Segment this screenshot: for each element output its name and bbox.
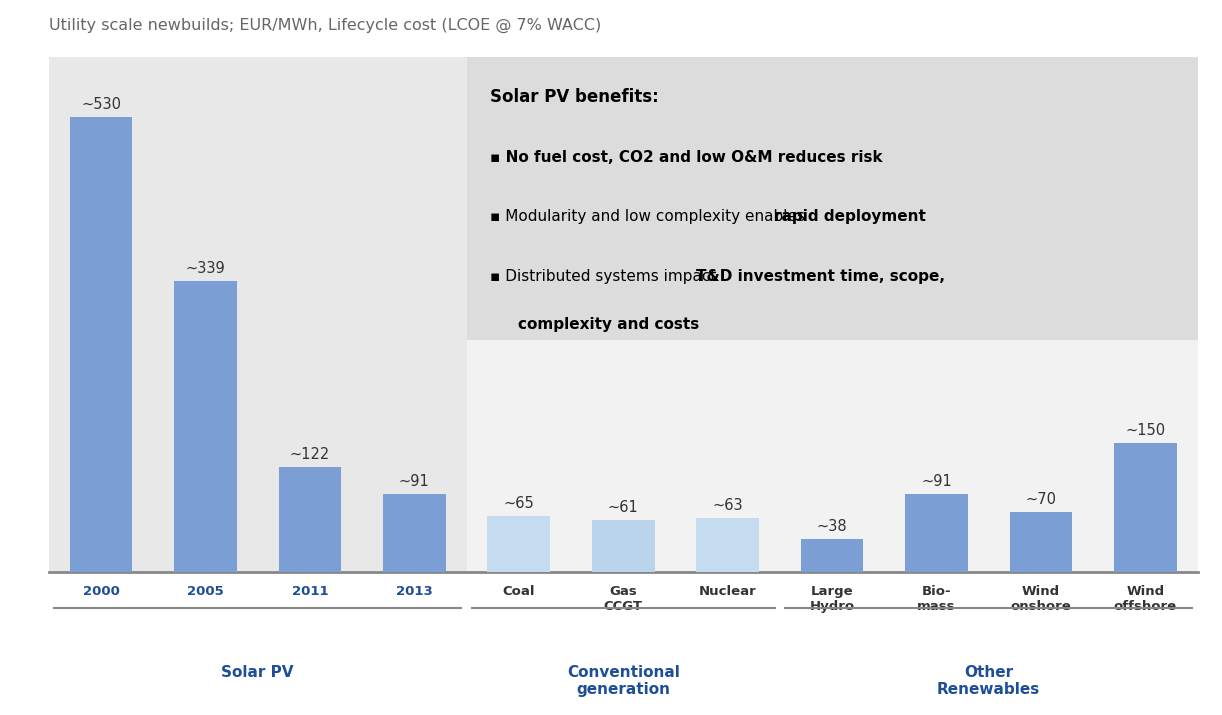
Text: ~91: ~91 bbox=[921, 474, 952, 489]
Text: Solar PV: Solar PV bbox=[221, 665, 295, 680]
Text: ▪ No fuel cost, CO2 and low O&M reduces risk: ▪ No fuel cost, CO2 and low O&M reduces … bbox=[490, 150, 882, 165]
Bar bbox=[697, 518, 759, 572]
Text: Other
Renewables: Other Renewables bbox=[937, 665, 1040, 697]
Bar bbox=[382, 494, 446, 572]
Text: ~65: ~65 bbox=[503, 496, 534, 511]
Text: ▪ Modularity and low complexity enables: ▪ Modularity and low complexity enables bbox=[490, 209, 809, 225]
Text: ~339: ~339 bbox=[186, 261, 225, 276]
Bar bbox=[800, 539, 864, 572]
Text: ~38: ~38 bbox=[816, 519, 847, 534]
Text: Utility scale newbuilds; EUR/MWh, Lifecycle cost (LCOE @ 7% WACC): Utility scale newbuilds; EUR/MWh, Lifecy… bbox=[49, 18, 601, 33]
Text: Solar PV benefits:: Solar PV benefits: bbox=[490, 88, 659, 106]
Bar bbox=[70, 117, 132, 572]
Text: ▪ Distributed systems impact: ▪ Distributed systems impact bbox=[490, 269, 721, 284]
Text: ~61: ~61 bbox=[607, 500, 639, 515]
Text: ~530: ~530 bbox=[81, 97, 121, 112]
Text: complexity and costs: complexity and costs bbox=[518, 317, 699, 332]
Bar bbox=[591, 520, 655, 572]
Text: T&D investment time, scope,: T&D investment time, scope, bbox=[697, 269, 945, 284]
Text: Conventional
generation: Conventional generation bbox=[567, 665, 679, 697]
Text: ~91: ~91 bbox=[400, 474, 430, 489]
Text: rapid deployment: rapid deployment bbox=[775, 209, 926, 225]
Text: ~122: ~122 bbox=[290, 447, 330, 462]
Text: ~150: ~150 bbox=[1125, 423, 1166, 438]
Bar bbox=[467, 57, 1198, 340]
Bar bbox=[175, 281, 237, 572]
Text: ~70: ~70 bbox=[1025, 492, 1057, 507]
Text: ~63: ~63 bbox=[712, 498, 743, 513]
Bar bbox=[1009, 512, 1072, 572]
Bar bbox=[488, 516, 550, 572]
Bar bbox=[467, 315, 1198, 572]
Bar bbox=[1114, 443, 1177, 572]
Bar bbox=[906, 494, 968, 572]
Bar bbox=[279, 468, 341, 572]
